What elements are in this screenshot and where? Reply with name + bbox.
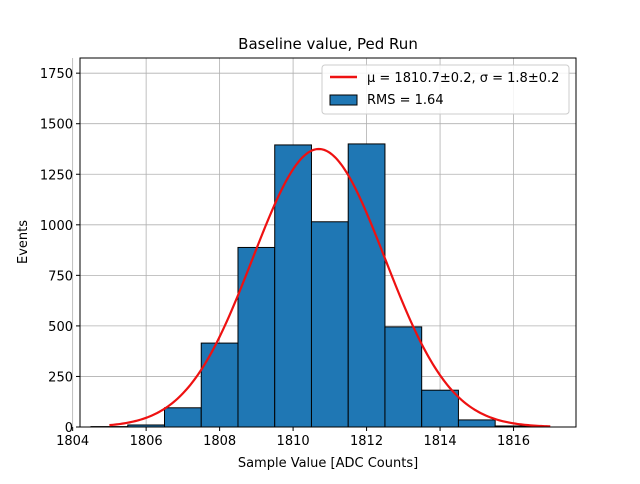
histogram-bar: [458, 420, 495, 427]
y-tick-label: 500: [48, 320, 73, 335]
legend: μ = 1810.7±0.2, σ = 1.8±0.2 RMS = 1.64: [322, 65, 569, 114]
y-tick-label: 1250: [40, 168, 73, 183]
y-tick-label: 250: [48, 370, 73, 385]
y-tick-label: 1000: [40, 219, 73, 234]
histogram-bar: [422, 390, 459, 427]
histogram-bar: [201, 343, 238, 427]
y-tick-label: 0: [65, 421, 73, 436]
y-tick-label: 1500: [40, 118, 73, 133]
y-axis-label: Events: [16, 220, 31, 264]
x-tick-label: 1816: [497, 434, 530, 449]
histogram-bar: [165, 408, 202, 427]
legend-histogram-label: RMS = 1.64: [367, 93, 444, 108]
histogram-bar: [238, 247, 275, 427]
x-tick-label: 1810: [277, 434, 310, 449]
x-axis-label: Sample Value [ADC Counts]: [238, 456, 418, 471]
x-tick-label: 1806: [130, 434, 163, 449]
histogram-bar: [275, 145, 312, 427]
chart-title: Baseline value, Ped Run: [238, 35, 418, 53]
x-tick-label: 1814: [424, 434, 457, 449]
y-tick-label: 1750: [40, 67, 73, 82]
histogram-bar: [385, 327, 422, 427]
y-tick-label: 750: [48, 269, 73, 284]
legend-histogram-swatch: [330, 95, 357, 105]
x-tick-label: 1808: [203, 434, 236, 449]
legend-fit-label: μ = 1810.7±0.2, σ = 1.8±0.2: [367, 71, 559, 86]
histogram-bar: [311, 222, 348, 427]
x-tick-label: 1812: [350, 434, 383, 449]
x-tick-label: 1804: [56, 434, 89, 449]
